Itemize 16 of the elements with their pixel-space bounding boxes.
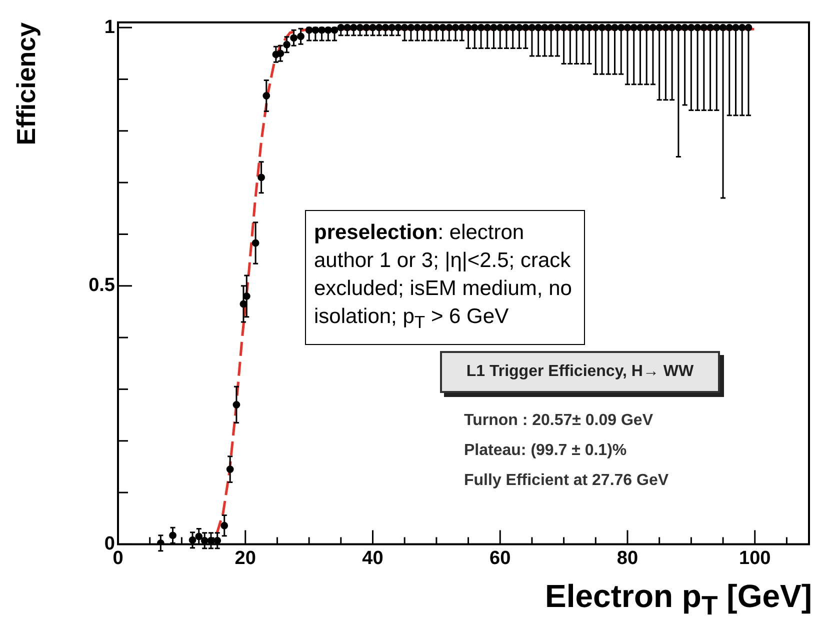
annotation: L1 Trigger Efficiency, H→ WW — [466, 363, 694, 380]
annotation: Fully Efficient at 27.76 GeV — [464, 472, 670, 490]
x-tick-label: 40 — [362, 548, 384, 569]
y-axis-title: Efficiency — [10, 22, 41, 146]
x-axis-title: Electron p$_{T}$ [GeV] — [545, 578, 812, 622]
annotation: Turnon : 20.57± 0.09 GeV — [464, 412, 654, 430]
x-tick-label: 20 — [234, 548, 256, 569]
text-box: preselection: electron author 1 or 3; |η|<2.5; crack excluded; isEM medium, no isolation; p$_{T}$ > 6 GeV — [305, 210, 585, 346]
y-tick-label: 0 — [104, 533, 115, 554]
x-tick-label: 60 — [490, 548, 511, 569]
y-tick-label: 0.5 — [88, 275, 116, 296]
y-tick-label: 1 — [104, 16, 116, 38]
annotation: preselection: electron author 1 or 3; |η|<2.5; crack excluded; isEM medium, no isolation; p$_{T}$ > 6 GeV — [314, 221, 572, 332]
x-tick-label: 100 — [739, 548, 771, 569]
annotation: Plateau: (99.7 ± 0.1)% — [464, 442, 628, 460]
x-tick-label: 80 — [616, 548, 638, 569]
